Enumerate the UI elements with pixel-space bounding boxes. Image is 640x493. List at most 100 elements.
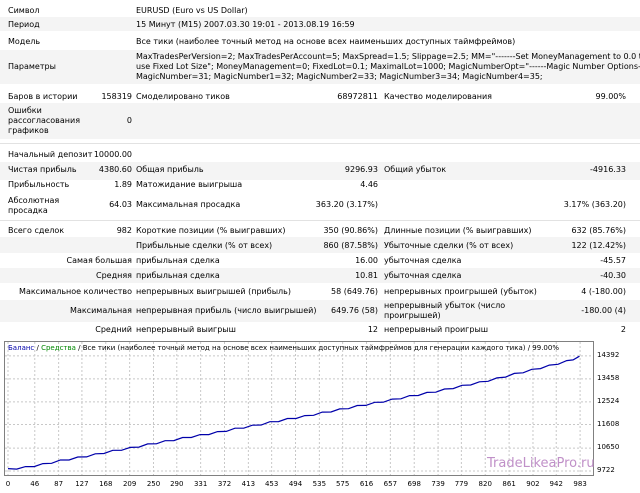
gross-profit-label: Общая прибыль: [136, 165, 204, 174]
avg-consec-losses-value: 2: [620, 325, 626, 334]
max-drawdown-value: 363.20 (3.17%): [315, 200, 378, 209]
errors-label: графиков: [8, 126, 49, 135]
row-band: [0, 300, 640, 322]
y-tick-label: 10650: [597, 443, 620, 452]
parameters-line: MaxTradesPerVersion=2; MaxTradesPerAccou…: [136, 52, 640, 61]
balance-line: [7, 355, 580, 470]
x-tick-label: 250: [146, 480, 161, 488]
bars-value: 158319: [101, 92, 132, 101]
legend-separator: /: [34, 344, 42, 352]
avg-consec-wins-label: непрерывный выигрыш: [136, 325, 236, 334]
profit-factor-label: Прибыльность: [8, 180, 70, 189]
max-consec-profit-wins-value: 649.76 (58): [331, 306, 378, 315]
average-profit-label: прибыльная сделка: [136, 271, 220, 280]
average-loss-label: убыточная сделка: [384, 271, 462, 280]
expected-payoff-label: Матожидание выигрыша: [136, 180, 243, 189]
total-trades-value: 982: [116, 226, 132, 235]
short-positions-value: 350 (90.86%): [323, 226, 378, 235]
x-tick-label: 983: [573, 480, 587, 488]
period-label: Период: [8, 20, 40, 29]
avg-consec-label: Средний: [95, 325, 132, 334]
errors-label: рассогласования: [8, 116, 81, 125]
profit-trades-label: Прибыльные сделки (% от всех): [136, 241, 273, 250]
max-consec-profit-losses-value: -180.00 (4): [581, 306, 626, 315]
quality-label: Качество моделирования: [384, 92, 492, 101]
legend-description: / Все тики (наиболее точный метод на осн…: [75, 344, 559, 352]
max-consec-losses-value: 4 (-180.00): [581, 287, 626, 296]
x-tick-label: 494: [288, 480, 303, 488]
separator: [0, 143, 640, 144]
abs-drawdown-label: Абсолютная: [8, 196, 60, 205]
x-tick-label: 209: [122, 480, 137, 488]
net-profit-value: 4380.60: [98, 165, 132, 174]
parameters-line: MagicNumber=31; MagicNumber1=32; MagicNu…: [136, 72, 543, 81]
x-tick-label: 413: [241, 480, 256, 488]
x-tick-label: 127: [75, 480, 89, 488]
max-consec-losses-label: непрерывных проигрышей (убыток): [384, 287, 537, 296]
x-tick-label: 942: [549, 480, 563, 488]
errors-label: Ошибки: [8, 106, 42, 115]
row-band: [0, 268, 640, 283]
x-tick-label: 372: [217, 480, 232, 488]
gross-profit-value: 9296.93: [344, 165, 378, 174]
max-consec-wins-value: 58 (649.76): [331, 287, 378, 296]
deposit-label: Начальный депозит: [8, 150, 93, 159]
quality-value: 99.00%: [595, 92, 626, 101]
y-tick-label: 14392: [597, 350, 620, 359]
parameters-label: Параметры: [8, 62, 56, 71]
x-tick-label: 902: [526, 480, 540, 488]
symbol-value: EURUSD (Euro vs US Dollar): [136, 6, 248, 15]
x-tick-label: 698: [407, 480, 421, 488]
row-band: [0, 17, 640, 31]
x-tick-label: 331: [193, 480, 208, 488]
x-tick-label: 739: [431, 480, 445, 488]
chart-legend: Баланс / Средства / Все тики (наиболее т…: [8, 344, 559, 352]
avg-consec-losses-label: непрерывный проигрыш: [384, 325, 489, 334]
x-tick-label: 87: [54, 480, 64, 488]
max-consec-profit-losses-label: непрерывный убыток (число: [384, 301, 506, 310]
x-tick-label: 290: [170, 480, 184, 488]
watermark: TradeLikeaPro.ru: [487, 456, 595, 471]
largest-profit-label: прибыльная сделка: [136, 256, 220, 265]
average-label: Средняя: [96, 271, 132, 280]
long-positions-value: 632 (85.76%): [571, 226, 626, 235]
largest-label: Самая большая: [66, 256, 132, 265]
loss-trades-label: Убыточные сделки (% от всех): [384, 241, 514, 250]
x-tick-label: 779: [454, 480, 469, 488]
profit-factor-value: 1.89: [114, 180, 132, 189]
profit-trades-value: 860 (87.58%): [323, 241, 378, 250]
max-drawdown-label: Максимальная просадка: [136, 200, 241, 209]
expected-payoff-value: 4.46: [360, 180, 378, 189]
period-value: 15 Минут (M15) 2007.03.30 19:01 - 2013.0…: [136, 20, 355, 29]
x-tick-label: 168: [99, 480, 113, 488]
model-value: Все тики (наиболее точный метод на основ…: [136, 37, 516, 46]
gross-loss-label: Общий убыток: [384, 165, 447, 174]
x-tick-label: 453: [264, 480, 279, 488]
row-band: [0, 103, 640, 139]
max-consec-profit-label: Максимальная: [70, 306, 132, 315]
model-label: Модель: [8, 37, 41, 46]
ticks-label: Смоделировано тиков: [136, 92, 230, 101]
y-tick-label: 13458: [597, 373, 620, 382]
rel-drawdown-value: 3.17% (363.20): [563, 200, 626, 209]
total-trades-label: Всего сделок: [8, 226, 65, 235]
x-tick-label: 657: [383, 480, 398, 488]
net-profit-label: Чистая прибыль: [8, 165, 77, 174]
max-consec-profit-losses-label: проигрышей): [384, 311, 441, 320]
row-band: [0, 237, 640, 253]
loss-trades-value: 122 (12.42%): [571, 241, 626, 250]
abs-drawdown-label: просадка: [8, 206, 48, 215]
average-profit-value: 10.81: [355, 271, 378, 280]
x-tick-label: 820: [478, 480, 492, 488]
x-tick-label: 575: [335, 480, 350, 488]
long-positions-label: Длинные позиции (% выигравших): [384, 226, 532, 235]
parameters-line: use Fixed Lot Size"; MoneyManagement=0; …: [136, 62, 640, 71]
y-tick-label: 12524: [597, 396, 620, 405]
symbol-label: Символ: [8, 6, 40, 15]
row-band: [0, 162, 640, 180]
max-consec-profit-wins-label: непрерывная прибыль (число выигрышей): [136, 306, 317, 315]
errors-value: 0: [126, 116, 132, 125]
x-tick-label: 861: [502, 480, 516, 488]
gross-loss-value: -4916.33: [590, 165, 626, 174]
